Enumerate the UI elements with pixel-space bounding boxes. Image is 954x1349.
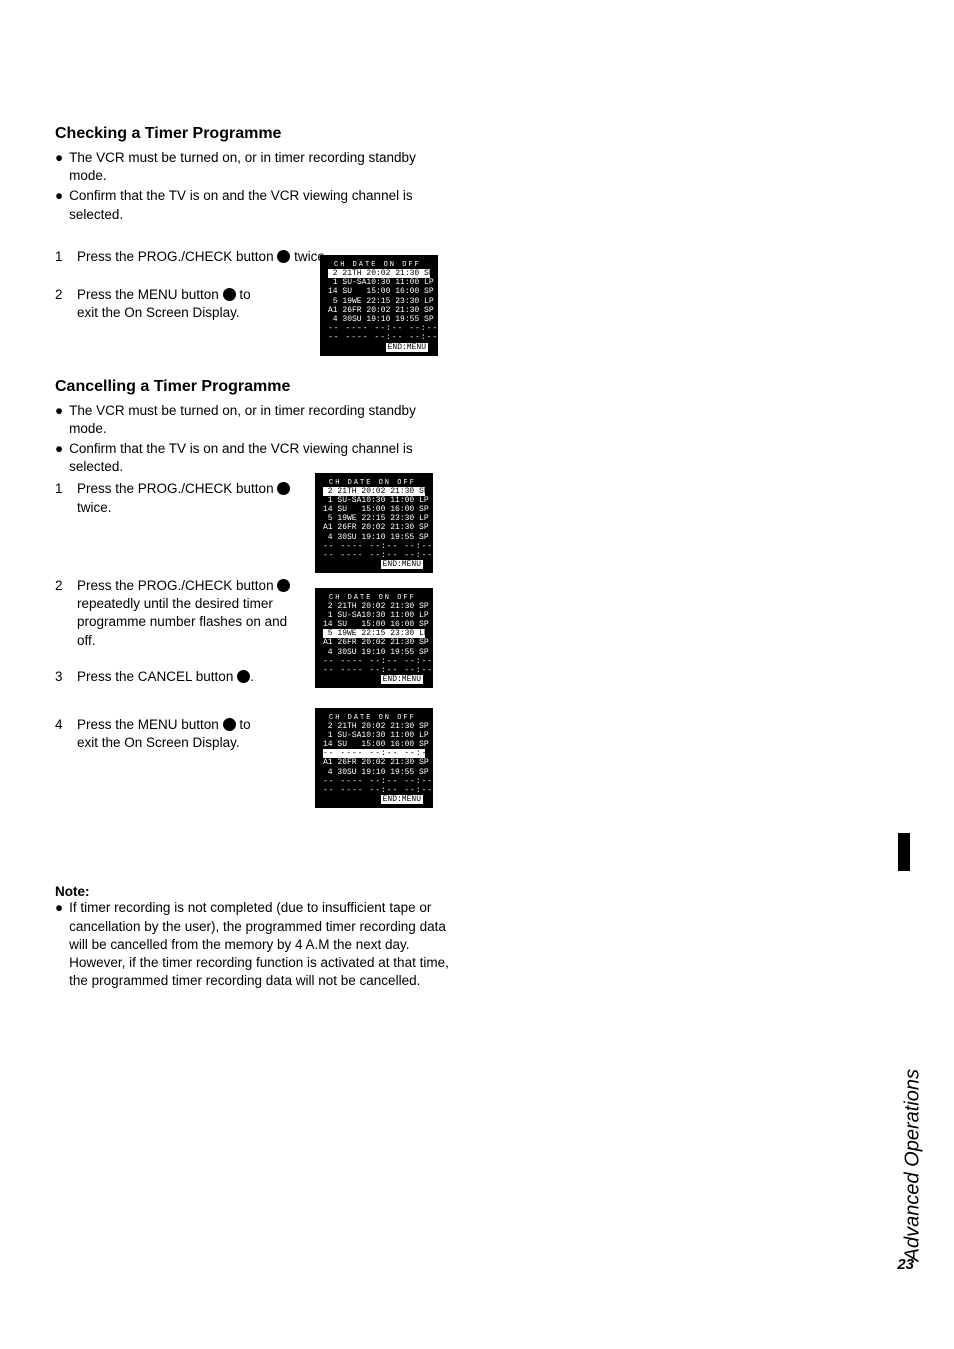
bullet-dot-icon: ● (55, 440, 63, 476)
sidebar-marker (898, 833, 910, 871)
bullet-dot-icon: ● (55, 149, 63, 185)
note-item: ● If timer recording is not completed (d… (55, 899, 455, 990)
osd-row: 14 SU 15:00 16:00 SP (323, 740, 425, 749)
bullet-item: ● Confirm that the TV is on and the VCR … (55, 187, 455, 223)
bullet-item: ● The VCR must be turned on, or in timer… (55, 402, 455, 438)
step-text: Press the PROG./CHECK button twice. (77, 480, 317, 516)
step-item: 2 Press the MENU button to exit the On S… (55, 286, 875, 322)
osd-row: 1 SU-SA10:30 11:00 LP (323, 496, 425, 505)
osd-footer: END:MENU (323, 795, 425, 804)
osd-header: CH DATE ON OFF (323, 714, 425, 722)
step-item: 4 Press the MENU button to exit the On S… (55, 716, 875, 752)
osd-row: 5 19WE 22:15 23:30 LP (328, 297, 430, 306)
osd-dashes: -- ---- --:-- --:-- (328, 324, 430, 333)
osd-dashes: -- ---- --:-- --:-- (323, 777, 425, 786)
osd-row: 1 SU-SA10:30 11:00 LP (323, 731, 425, 740)
osd-row: 2 21TH 20:02 21:30 SP (323, 722, 425, 731)
osd-header: CH DATE ON OFF (323, 479, 425, 487)
osd-row: -- ---- --:-- --:-- (323, 749, 425, 758)
osd-dashes: -- ---- --:-- --:-- (323, 551, 425, 560)
osd-screen: CH DATE ON OFF 2 21TH 20:02 21:30 SP 1 S… (315, 473, 433, 574)
step-number: 2 (55, 286, 77, 322)
bullet-item: ● Confirm that the TV is on and the VCR … (55, 440, 455, 476)
osd-row: 14 SU 15:00 16:00 SP (323, 505, 425, 514)
bullet-item: ● The VCR must be turned on, or in timer… (55, 149, 455, 185)
osd-dashes: -- ---- --:-- --:-- (323, 542, 425, 551)
note-heading: Note: (55, 884, 875, 899)
bullet-text: Confirm that the TV is on and the VCR vi… (69, 187, 455, 223)
osd-screen: CH DATE ON OFF 2 21TH 20:02 21:30 SP 1 S… (320, 255, 438, 356)
osd-row: 1 SU-SA10:30 11:00 LP (328, 278, 430, 287)
osd-header: CH DATE ON OFF (323, 594, 425, 602)
section-checking: Checking a Timer Programme ● The VCR mus… (55, 125, 875, 323)
osd-dashes: -- ---- --:-- --:-- (323, 666, 425, 675)
osd-row: 4 30SU 19:10 19:55 SP (323, 648, 425, 657)
button-ref-icon (277, 579, 290, 592)
step-number: 1 (55, 480, 77, 516)
button-ref-icon (223, 288, 236, 301)
heading-cancelling: Cancelling a Timer Programme (55, 378, 875, 396)
button-ref-icon (277, 482, 290, 495)
osd-row: A1 26FR 20:02 21:30 SP (328, 306, 430, 315)
step-number: 1 (55, 248, 77, 266)
osd-row: 4 30SU 19:10 19:55 SP (328, 315, 430, 324)
osd-row: 5 19WE 22:15 23:30 LP (323, 514, 425, 523)
osd-dashes: -- ---- --:-- --:-- (323, 786, 425, 795)
note-text: If timer recording is not completed (due… (69, 899, 455, 990)
osd-screen: CH DATE ON OFF 2 21TH 20:02 21:30 SP 1 S… (315, 708, 433, 809)
sidebar-label: Advanced Operations (901, 1069, 924, 1261)
osd-header: CH DATE ON OFF (328, 261, 430, 269)
osd-dashes: -- ---- --:-- --:-- (323, 657, 425, 666)
osd-row: 4 30SU 19:10 19:55 SP (323, 768, 425, 777)
osd-row: 1 SU-SA10:30 11:00 LP (323, 611, 425, 620)
button-ref-icon (223, 718, 236, 731)
osd-row: 2 21TH 20:02 21:30 SP (323, 487, 425, 496)
osd-footer: END:MENU (323, 560, 425, 569)
step-item: 1 Press the PROG./CHECK button twice. (55, 248, 875, 266)
osd-row: 2 21TH 20:02 21:30 SP (328, 269, 430, 278)
osd-row: 14 SU 15:00 16:00 SP (323, 620, 425, 629)
step-item: 2 Press the PROG./CHECK button repeatedl… (55, 577, 875, 650)
page-number: 23 (897, 1256, 914, 1273)
bullet-text: The VCR must be turned on, or in timer r… (69, 402, 455, 438)
osd-row: 14 SU 15:00 16:00 SP (328, 287, 430, 296)
bullet-text: Confirm that the TV is on and the VCR vi… (69, 440, 455, 476)
osd-row: A1 26FR 20:02 21:30 SP (323, 523, 425, 532)
section-cancelling: Cancelling a Timer Programme ● The VCR m… (55, 378, 875, 991)
heading-checking: Checking a Timer Programme (55, 125, 875, 143)
bullet-dot-icon: ● (55, 187, 63, 223)
step-item: 1 Press the PROG./CHECK button twice. (55, 480, 875, 516)
step-number: 4 (55, 716, 77, 752)
bullet-text: The VCR must be turned on, or in timer r… (69, 149, 455, 185)
osd-dashes: -- ---- --:-- --:-- (328, 333, 430, 342)
step-text: Press the MENU button to exit the On Scr… (77, 286, 267, 322)
step-number: 2 (55, 577, 77, 650)
osd-row: A1 26FR 20:02 21:30 SP (323, 638, 425, 647)
step-text: Press the CANCEL button . (77, 668, 254, 686)
step-text: Press the PROG./CHECK button repeatedly … (77, 577, 302, 650)
step-item: 3 Press the CANCEL button . (55, 668, 875, 686)
step-text: Press the PROG./CHECK button twice. (77, 248, 329, 266)
button-ref-icon (277, 250, 290, 263)
step-text: Press the MENU button to exit the On Scr… (77, 716, 267, 752)
button-ref-icon (237, 670, 250, 683)
osd-row: 4 30SU 19:10 19:55 SP (323, 533, 425, 542)
osd-row: 5 19WE 22:15 23:30 LP (323, 629, 425, 638)
step-number: 3 (55, 668, 77, 686)
osd-footer: END:MENU (323, 675, 425, 684)
bullet-dot-icon: ● (55, 402, 63, 438)
osd-footer: END:MENU (328, 343, 430, 352)
osd-screen: CH DATE ON OFF 2 21TH 20:02 21:30 SP 1 S… (315, 588, 433, 689)
bullet-dot-icon: ● (55, 899, 63, 990)
osd-row: 2 21TH 20:02 21:30 SP (323, 602, 425, 611)
osd-row: A1 26FR 20:02 21:30 SP (323, 758, 425, 767)
